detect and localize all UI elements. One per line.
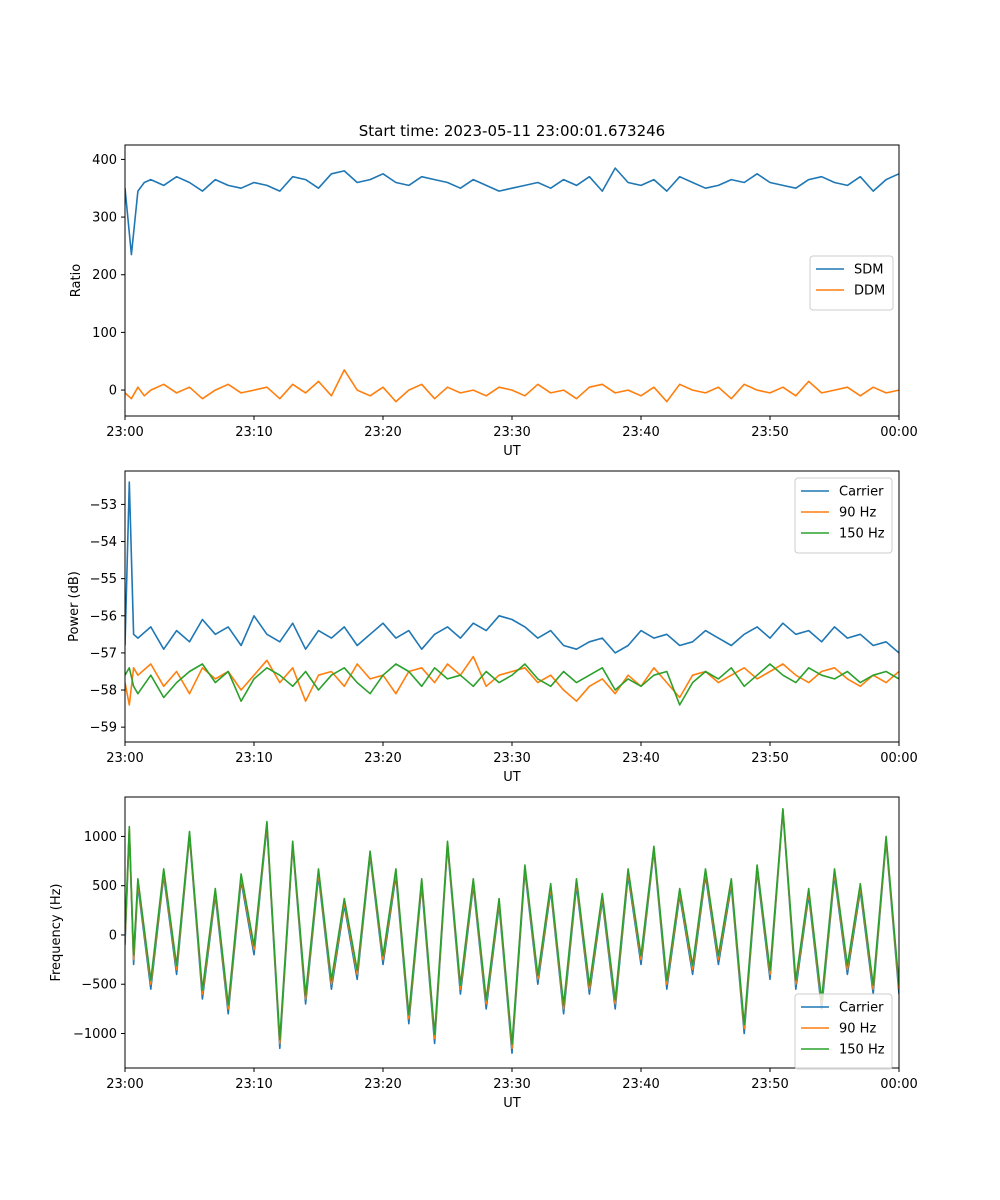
panel-1: 23:00 23:10 23:20 23:30 23:40 23:50 00:00 0 100 2… (69, 144, 918, 459)
legend: SDM DDM (809, 255, 894, 311)
series-line-150-hz (125, 807, 899, 1046)
legend-label: SDM (854, 263, 883, 278)
y-axis-label: Frequency (Hz) (49, 883, 64, 981)
x-tick-label: 23:00 (106, 425, 143, 440)
legend-label: Carrier (839, 1001, 884, 1016)
x-axis-label: UT (503, 770, 521, 785)
panel-2: 23:00 23:10 23:20 23:30 23:40 23:50 00:00 −59 −5… (67, 470, 918, 785)
y-tick-label: −1000 (73, 1027, 117, 1042)
x-tick-label: 00:00 (880, 1077, 917, 1092)
y-tick-label: −57 (90, 646, 117, 661)
y-tick-label: −53 (90, 498, 117, 513)
series-line-carrier (125, 481, 899, 654)
x-tick-label: 00:00 (880, 425, 917, 440)
x-tick-label: 23:40 (622, 1077, 659, 1092)
y-tick-label: −54 (90, 535, 117, 550)
panels: 23:00 23:10 23:20 23:30 23:40 23:50 00:00 0 100 2… (49, 144, 918, 1111)
x-tick-label: 23:30 (493, 425, 530, 440)
y-tick-label: −56 (90, 609, 117, 624)
x-tick-label: 23:30 (493, 1077, 530, 1092)
x-tick-label: 23:40 (622, 425, 659, 440)
x-tick-label: 23:00 (106, 751, 143, 766)
x-tick-label: 23:50 (751, 751, 788, 766)
y-tick-label: 0 (109, 384, 117, 399)
x-tick-label: 23:20 (364, 425, 401, 440)
series-line-90-hz (125, 655, 899, 706)
x-tick-label: 23:10 (235, 425, 272, 440)
x-tick-label: 23:50 (751, 425, 788, 440)
y-axis-label: Ratio (69, 264, 84, 297)
x-tick-label: 23:10 (235, 751, 272, 766)
y-tick-label: 100 (92, 326, 117, 341)
series-line-sdm (125, 167, 899, 256)
x-axis-label: UT (503, 1096, 521, 1111)
x-tick-label: 23:50 (751, 1077, 788, 1092)
y-tick-label: −59 (90, 721, 117, 736)
x-tick-label: 23:30 (493, 751, 530, 766)
legend-label: 90 Hz (839, 506, 876, 521)
y-axis-label: Power (dB) (67, 571, 82, 642)
y-tick-label: −58 (90, 684, 117, 699)
y-tick-label: 1000 (84, 830, 117, 845)
y-tick-label: 200 (92, 268, 117, 283)
x-tick-label: 23:00 (106, 1077, 143, 1092)
legend-box (794, 477, 893, 554)
x-tick-label: 23:40 (622, 751, 659, 766)
y-tick-label: −55 (90, 572, 117, 587)
legend-label: Carrier (839, 485, 884, 500)
legend: Carrier 90 Hz 150 Hz (794, 993, 893, 1070)
y-tick-label: 400 (92, 153, 117, 168)
legend-label: 150 Hz (839, 527, 885, 542)
legend-label: 90 Hz (839, 1022, 876, 1037)
legend-box (794, 993, 893, 1070)
series-line-150-hz (125, 663, 899, 706)
y-tick-label: 300 (92, 211, 117, 226)
series-group (125, 807, 899, 1054)
x-tick-label: 23:20 (364, 1077, 401, 1092)
x-tick-label: 00:00 (880, 751, 917, 766)
legend-label: DDM (854, 284, 885, 299)
y-tick-label: 0 (109, 928, 117, 943)
x-tick-label: 23:20 (364, 751, 401, 766)
panel-3: 23:00 23:10 23:20 23:30 23:40 23:50 00:00 −1000… (49, 796, 918, 1111)
figure-title: Start time: 2023-05-11 23:00:01.673246 (359, 122, 665, 140)
series-line-ddm (125, 369, 899, 403)
x-axis-label: UT (503, 444, 521, 459)
legend: Carrier 90 Hz 150 Hz (794, 477, 893, 554)
series-group (125, 167, 899, 403)
series-group (125, 481, 899, 706)
y-tick-label: −500 (81, 978, 117, 993)
y-tick-label: 500 (92, 879, 117, 894)
legend-label: 150 Hz (839, 1043, 885, 1058)
x-tick-label: 23:10 (235, 1077, 272, 1092)
